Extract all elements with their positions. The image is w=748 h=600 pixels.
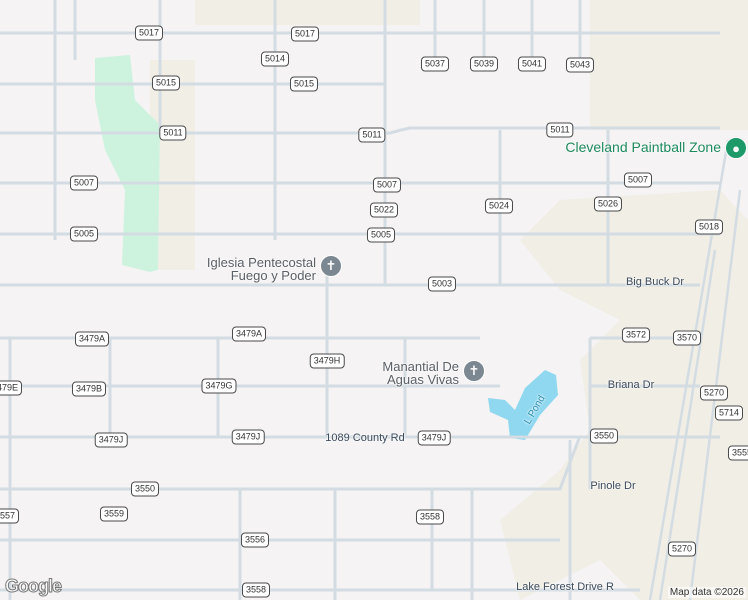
route-shield: 5003 xyxy=(427,276,457,292)
route-shield: 5043 xyxy=(565,57,595,73)
route-shield: 3559 xyxy=(99,506,129,522)
google-logo: Google xyxy=(5,576,63,597)
route-shield: 3479J xyxy=(94,432,128,448)
poi-label-iglesia[interactable]: Iglesia Pentecostal Fuego y Poder xyxy=(207,256,316,282)
poi-name-line1: Iglesia Pentecostal xyxy=(206,255,316,270)
street-label: 1089 County Rd xyxy=(325,432,405,444)
poi-name-line2: Aguas Vivas xyxy=(386,372,459,387)
route-shield: 5270 xyxy=(667,541,697,557)
route-shield: 5026 xyxy=(593,196,623,212)
route-shield: 5014 xyxy=(260,51,290,67)
church-cross-icon[interactable]: ✝ xyxy=(463,360,485,382)
route-shield: 5011 xyxy=(159,125,187,141)
route-shield: 5024 xyxy=(484,198,514,214)
poi-label-cleveland-paintball-zone[interactable]: Cleveland Paintball Zone xyxy=(565,139,721,155)
route-shield: 5007 xyxy=(69,175,99,191)
route-shield: 3550 xyxy=(589,428,619,444)
street-label: Pinole Dr xyxy=(590,480,636,492)
street-label: Big Buck Dr xyxy=(625,276,685,288)
route-shield: 3558 xyxy=(415,509,445,525)
route-shield: 3479J xyxy=(417,430,451,446)
route-shield: 5007 xyxy=(372,177,402,193)
route-shield: 3479H xyxy=(309,353,345,369)
street-label: Briana Dr xyxy=(607,379,655,391)
route-shield: 3558 xyxy=(241,582,271,598)
route-shield: 5011 xyxy=(546,122,574,138)
route-shield: 5007 xyxy=(623,172,653,188)
map-pin-icon[interactable]: ● xyxy=(725,137,747,159)
route-shield: 3479A xyxy=(74,331,110,347)
route-shield: 5039 xyxy=(469,56,499,72)
route-shield: 5270 xyxy=(699,385,729,401)
route-shield: 5037 xyxy=(420,56,450,72)
route-shield: 5018 xyxy=(694,219,724,235)
route-shield: 5015 xyxy=(289,76,319,92)
poi-name-line2: Fuego y Poder xyxy=(230,268,316,283)
poi-label-manantial[interactable]: Manantial De Aguas Vivas xyxy=(382,360,459,386)
route-shield: 3557 xyxy=(0,508,20,524)
route-shield: 3550 xyxy=(130,481,160,497)
map-attribution[interactable]: Map data ©2026 xyxy=(667,587,746,598)
route-shield: 3572 xyxy=(621,327,651,343)
route-shield: 5022 xyxy=(369,202,399,218)
route-shield: 5005 xyxy=(366,227,396,243)
route-shield: 3479G xyxy=(201,378,237,394)
route-shield: 3555 xyxy=(727,445,748,461)
church-cross-icon[interactable]: ✝ xyxy=(320,255,342,277)
route-shield: 3479J xyxy=(231,429,265,445)
route-shield: 3479A xyxy=(231,326,267,342)
poi-name-line1: Manantial De xyxy=(382,359,459,374)
park-area xyxy=(95,55,160,272)
route-shield: 3479B xyxy=(71,381,107,397)
route-shield: 5017 xyxy=(134,25,164,41)
street-label: Lake Forest Drive R xyxy=(516,581,614,593)
l-pond xyxy=(488,370,558,440)
route-shield: 5011 xyxy=(358,127,386,143)
route-shield: 5041 xyxy=(517,56,547,72)
route-shield: 5015 xyxy=(151,75,181,91)
route-shield: 5005 xyxy=(69,226,99,242)
route-shield: 3479E xyxy=(0,380,23,396)
route-shield: 5017 xyxy=(290,26,320,42)
route-shield: 3556 xyxy=(240,532,270,548)
route-shield: 3570 xyxy=(672,330,702,346)
route-shield: 5714 xyxy=(714,405,744,421)
